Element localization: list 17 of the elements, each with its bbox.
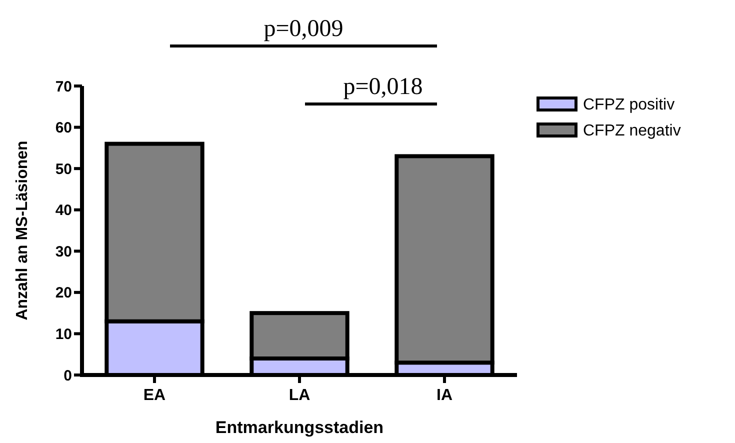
x-tick-label: IA xyxy=(436,387,453,404)
y-tick-label: 50 xyxy=(55,160,72,178)
annotation: p=0,018 xyxy=(343,74,423,100)
y-tick-label: 20 xyxy=(55,284,72,302)
y-tick-label: 0 xyxy=(64,367,72,384)
y-axis-title: Anzahl an MS-Läsionen xyxy=(14,140,31,320)
y-tick-label: 60 xyxy=(55,120,72,137)
y-tick-label: 10 xyxy=(55,326,72,343)
x-tick-label: LA xyxy=(288,387,311,404)
y-tick-label: 30 xyxy=(55,243,72,260)
y-tick-label: 70 xyxy=(55,78,72,96)
x-axis-title: Entmarkungsstadien xyxy=(215,418,384,437)
text: p=0,009 xyxy=(264,16,344,42)
legend-label: CFPZ negativ xyxy=(583,122,681,140)
y-tick-label: 40 xyxy=(55,202,72,220)
legend-label: CFPZ positiv xyxy=(583,96,675,114)
x-tick-label: EA xyxy=(143,387,166,404)
